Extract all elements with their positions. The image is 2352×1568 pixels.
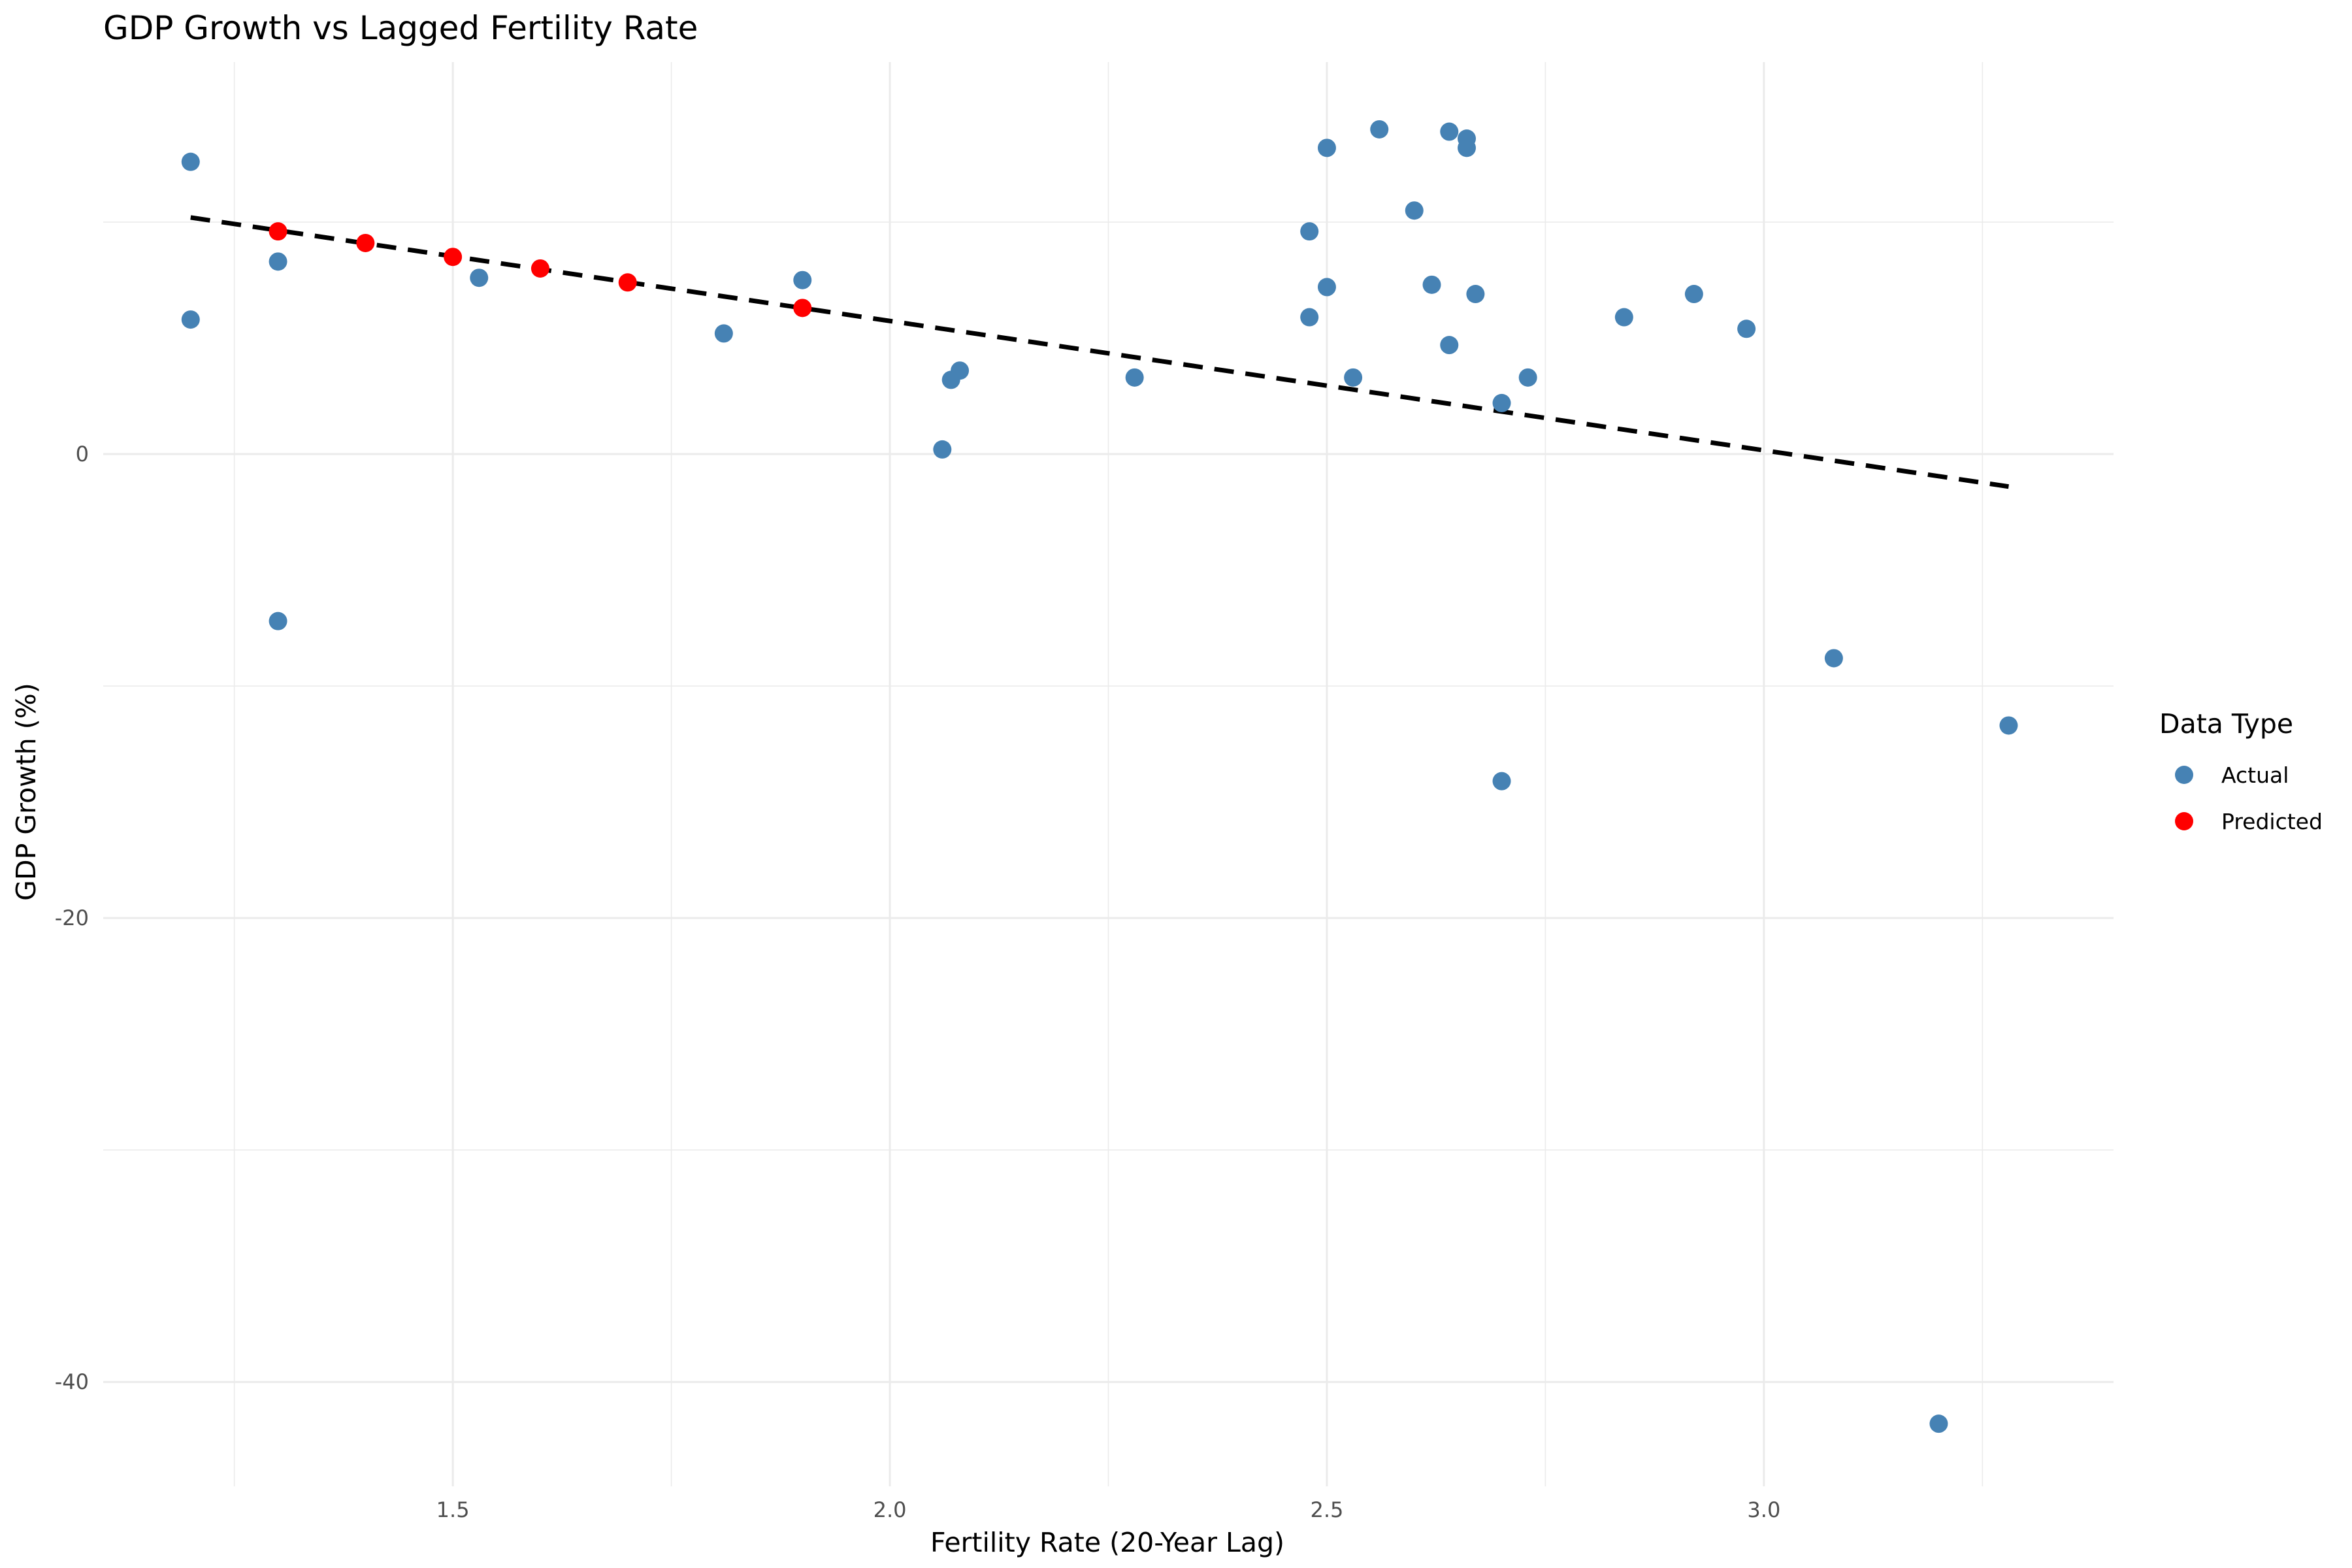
point-actual [1492, 772, 1511, 791]
point-actual [1492, 393, 1511, 412]
point-actual [1824, 649, 1843, 668]
legend-swatch-predicted [2175, 812, 2193, 830]
y-axis-label: GDP Growth (%) [10, 683, 42, 901]
point-predicted [793, 299, 812, 318]
point-actual [181, 310, 200, 329]
points-layer [181, 120, 2018, 1433]
point-actual [1125, 368, 1144, 387]
x-tick-labels: 1.5 2.0 2.5 3.0 [436, 1497, 1781, 1522]
point-actual [1344, 368, 1363, 387]
x-tick-label: 1.5 [436, 1497, 470, 1522]
point-actual [1518, 368, 1537, 387]
point-actual [269, 252, 287, 271]
point-actual [714, 324, 733, 343]
point-actual [1317, 139, 1336, 157]
point-actual [1370, 120, 1389, 139]
chart-title: GDP Growth vs Lagged Fertility Rate [103, 9, 698, 47]
legend-title: Data Type [2159, 708, 2293, 740]
point-actual [181, 152, 200, 171]
x-tick-label: 2.0 [874, 1497, 907, 1522]
point-actual [1440, 122, 1459, 141]
point-actual [1614, 308, 1633, 327]
point-actual [1300, 222, 1319, 241]
y-tick-label: -20 [55, 906, 89, 930]
point-predicted [269, 222, 287, 241]
point-actual [1405, 201, 1424, 220]
point-actual [1317, 278, 1336, 297]
point-actual [1999, 716, 2018, 735]
point-predicted [444, 248, 463, 267]
trendline-layer [190, 215, 2009, 489]
y-tick-label: 0 [76, 442, 89, 466]
point-predicted [356, 233, 375, 252]
x-axis-label: Fertility Rate (20-Year Lag) [930, 1527, 1284, 1558]
y-tick-labels: -40 -20 0 [55, 442, 89, 1394]
point-actual [1422, 275, 1441, 294]
point-actual [1300, 308, 1319, 327]
point-predicted [618, 273, 637, 292]
point-actual [793, 270, 812, 289]
legend-label-predicted: Predicted [2221, 809, 2323, 834]
point-actual [1737, 319, 1756, 338]
x-tick-label: 3.0 [1747, 1497, 1780, 1522]
point-actual [269, 612, 287, 630]
point-actual [1458, 139, 1477, 157]
legend-swatch-actual [2175, 766, 2193, 784]
point-actual [1929, 1414, 1948, 1433]
trendline [190, 215, 2009, 489]
y-tick-label: -40 [55, 1369, 89, 1394]
legend: Data Type Actual Predicted [2159, 708, 2323, 834]
point-actual [1466, 285, 1485, 304]
point-actual [1684, 285, 1703, 304]
legend-label-actual: Actual [2221, 762, 2289, 788]
point-actual [933, 440, 952, 459]
x-tick-label: 2.5 [1311, 1497, 1344, 1522]
point-actual [1440, 336, 1459, 355]
point-actual [951, 361, 970, 380]
point-predicted [531, 259, 549, 278]
point-actual [470, 269, 489, 287]
